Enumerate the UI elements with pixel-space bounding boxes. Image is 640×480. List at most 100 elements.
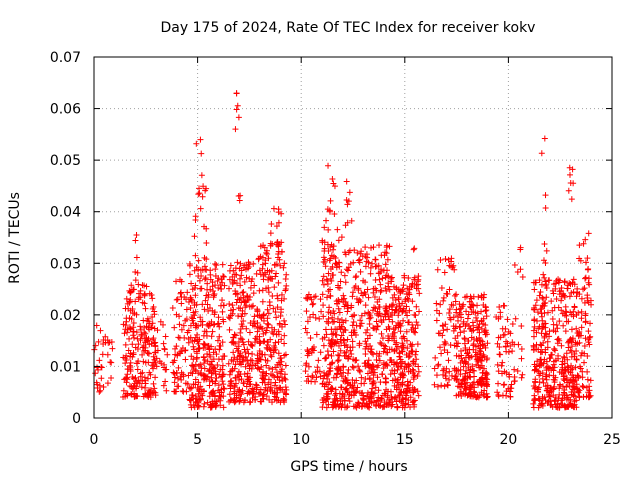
data-point xyxy=(330,330,337,337)
data-point xyxy=(399,286,406,293)
data-point xyxy=(382,343,389,350)
data-point xyxy=(441,347,448,354)
data-point xyxy=(483,313,490,320)
data-point xyxy=(501,331,508,338)
data-point xyxy=(410,324,417,331)
x-tick-label: 20 xyxy=(499,432,517,448)
data-point xyxy=(329,336,336,343)
data-point xyxy=(328,331,335,338)
data-point xyxy=(412,351,419,358)
data-point xyxy=(188,396,195,403)
data-point xyxy=(271,284,278,291)
data-point xyxy=(501,302,508,309)
data-point xyxy=(532,366,539,373)
data-point xyxy=(324,393,331,400)
data-point xyxy=(303,308,310,315)
data-point xyxy=(335,305,342,312)
data-point xyxy=(470,336,477,343)
data-point xyxy=(549,364,556,371)
data-point xyxy=(269,292,276,299)
data-point xyxy=(346,398,353,405)
data-point xyxy=(511,378,518,385)
data-point xyxy=(264,267,271,274)
data-point xyxy=(396,391,403,398)
data-point xyxy=(559,361,566,368)
data-point xyxy=(389,396,396,403)
data-point xyxy=(392,297,399,304)
data-point xyxy=(109,345,116,352)
data-point xyxy=(352,274,359,281)
data-point xyxy=(331,310,338,317)
data-point xyxy=(213,262,220,269)
data-point xyxy=(348,217,355,224)
data-point xyxy=(338,296,345,303)
data-point xyxy=(171,379,178,386)
data-point xyxy=(333,326,340,333)
data-point xyxy=(407,394,414,401)
data-point xyxy=(354,384,361,391)
data-point xyxy=(130,319,137,326)
data-point xyxy=(558,285,565,292)
data-point xyxy=(92,370,99,377)
data-point xyxy=(397,356,404,363)
data-point xyxy=(266,364,272,371)
data-point xyxy=(543,247,550,254)
data-point xyxy=(431,365,438,372)
data-point xyxy=(259,372,266,379)
data-point xyxy=(408,283,415,290)
data-point xyxy=(333,331,340,338)
data-point xyxy=(104,380,111,387)
data-point xyxy=(413,285,420,292)
data-point xyxy=(561,312,568,319)
data-point xyxy=(411,372,418,379)
data-point xyxy=(121,330,128,337)
data-point xyxy=(178,326,185,333)
data-point xyxy=(315,357,322,364)
data-point xyxy=(542,282,549,289)
data-point xyxy=(242,353,249,360)
data-point xyxy=(209,279,216,286)
data-point xyxy=(377,339,384,346)
data-point xyxy=(410,246,417,253)
data-point xyxy=(236,275,243,282)
data-point xyxy=(397,305,404,312)
data-point xyxy=(532,378,539,385)
data-point xyxy=(538,330,545,337)
data-point xyxy=(484,340,491,347)
data-point xyxy=(175,334,182,341)
data-point xyxy=(344,380,351,387)
data-point xyxy=(274,295,281,302)
data-point xyxy=(388,278,395,285)
data-point xyxy=(588,301,595,308)
data-point xyxy=(409,280,416,287)
data-point xyxy=(375,353,382,360)
data-point xyxy=(345,366,352,373)
data-point xyxy=(440,327,447,334)
data-point xyxy=(192,308,199,315)
data-point xyxy=(126,335,133,342)
data-point xyxy=(310,311,317,318)
data-point xyxy=(364,389,371,396)
data-point xyxy=(265,289,272,296)
data-point xyxy=(519,273,526,280)
data-point xyxy=(236,397,243,404)
data-point xyxy=(281,389,288,396)
data-point xyxy=(321,224,328,231)
data-point xyxy=(370,372,377,379)
data-point xyxy=(382,261,389,268)
data-point xyxy=(555,355,562,362)
data-point xyxy=(214,362,221,369)
data-point xyxy=(192,282,199,289)
data-point xyxy=(312,378,319,385)
data-point xyxy=(394,360,401,367)
data-point xyxy=(325,162,332,169)
data-point xyxy=(99,351,106,358)
data-point xyxy=(518,355,525,362)
data-point xyxy=(465,391,472,398)
data-point xyxy=(359,292,366,299)
data-point xyxy=(544,400,551,407)
plot-frame xyxy=(93,56,613,419)
data-point xyxy=(328,341,335,348)
data-point xyxy=(482,331,489,338)
data-point xyxy=(383,304,390,311)
